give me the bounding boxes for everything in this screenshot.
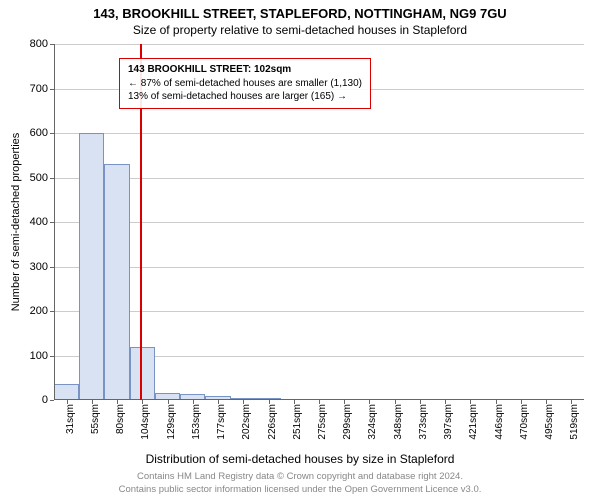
footer-line-2: Contains public sector information licen… [0,484,600,496]
histogram-bar [79,133,104,400]
gridline [54,44,584,45]
x-tick-label: 177sqm [216,404,227,440]
footer-attribution: Contains HM Land Registry data © Crown c… [0,471,600,496]
footer-line-1: Contains HM Land Registry data © Crown c… [0,471,600,483]
page-subtitle: Size of property relative to semi-detach… [0,21,600,41]
x-tick-label: 299sqm [342,404,353,440]
x-tick-label: 153sqm [191,404,202,440]
gridline [54,267,584,268]
x-tick-label: 275sqm [317,404,328,440]
y-axis-line [54,44,55,400]
x-axis-label: Distribution of semi-detached houses by … [0,452,600,466]
x-tick-label: 202sqm [241,404,252,440]
page-title: 143, BROOKHILL STREET, STAPLEFORD, NOTTI… [0,0,600,21]
x-tick-label: 324sqm [367,404,378,440]
annotation-line-1: 143 BROOKHILL STREET: 102sqm [128,63,362,77]
gridline [54,222,584,223]
x-tick-label: 495sqm [544,404,555,440]
x-tick-label: 129sqm [166,404,177,440]
gridline [54,133,584,134]
x-tick-label: 519sqm [569,404,580,440]
gridline [54,311,584,312]
histogram-bar [104,164,129,400]
x-tick-label: 55sqm [90,404,101,434]
x-tick-label: 421sqm [468,404,479,440]
x-tick-label: 104sqm [140,404,151,440]
x-axis-line [54,399,584,400]
x-tick-label: 373sqm [418,404,429,440]
gridline [54,178,584,179]
x-tick-label: 348sqm [393,404,404,440]
annotation-line-3: 13% of semi-detached houses are larger (… [128,90,362,104]
x-tick-label: 251sqm [292,404,303,440]
x-tick-label: 446sqm [494,404,505,440]
chart-area: 010020030040050060070080031sqm55sqm80sqm… [54,44,584,400]
plot-area: 010020030040050060070080031sqm55sqm80sqm… [54,44,584,400]
histogram-bar [54,384,79,400]
x-tick-label: 470sqm [519,404,530,440]
x-tick-label: 397sqm [443,404,454,440]
annotation-box: 143 BROOKHILL STREET: 102sqm← 87% of sem… [119,58,371,109]
x-tick-label: 80sqm [115,404,126,434]
y-tick-mark [50,400,54,401]
annotation-line-2: ← 87% of semi-detached houses are smalle… [128,77,362,91]
y-axis-label: Number of semi-detached properties [10,133,22,312]
x-tick-label: 226sqm [267,404,278,440]
x-tick-label: 31sqm [65,404,76,434]
histogram-bar [130,347,155,400]
